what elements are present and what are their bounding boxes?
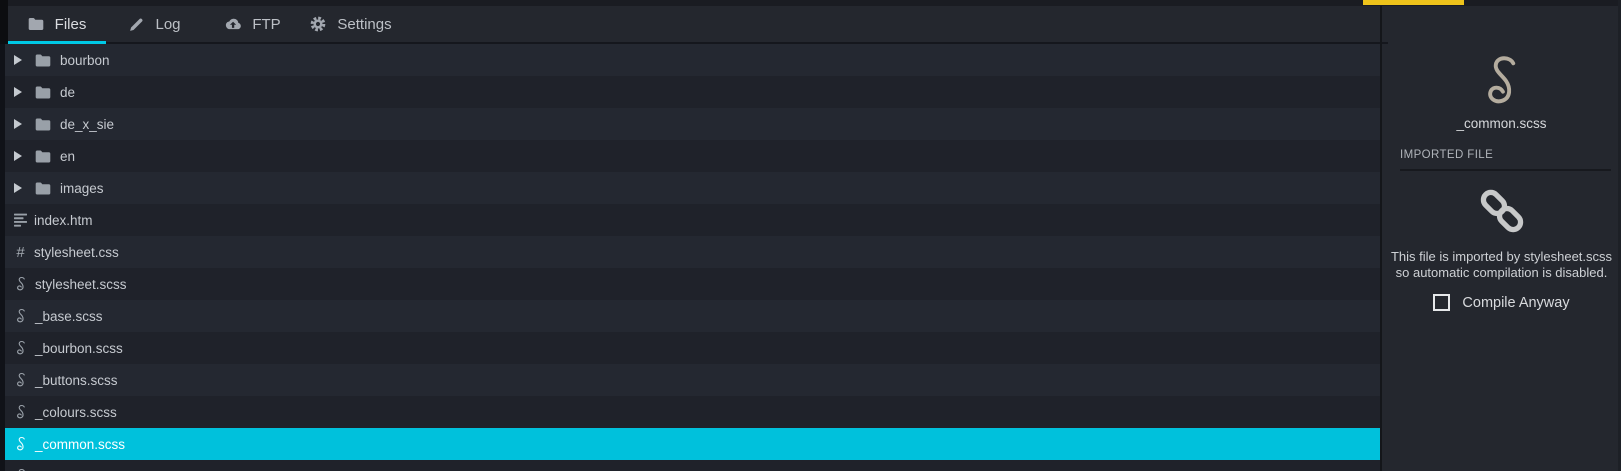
window-top-strip [0,0,1621,6]
file-row-en[interactable]: en [0,140,1380,172]
progress-bar [1363,0,1464,5]
caret-right-icon[interactable] [14,55,22,65]
file-row[interactable] [0,460,1380,471]
tab-ftp[interactable]: FTP [204,6,302,42]
tab-label: FTP [252,15,281,33]
file-name: stylesheet.scss [35,276,127,292]
folder-icon [35,150,51,163]
file-row-index.htm[interactable]: index.htm [0,204,1380,236]
file-name: _common.scss [35,436,126,452]
tab-label: Log [155,15,181,33]
file-row-bourbon[interactable]: bourbon [0,44,1380,76]
file-row-stylesheet.css[interactable]: # stylesheet.css [0,236,1380,268]
compile-anyway-checkbox[interactable] [1433,294,1451,311]
folder-icon [35,54,51,67]
file-name: _bourbon.scss [35,340,123,356]
file-name: _buttons.scss [35,372,118,388]
scss-file-icon [15,308,27,324]
tab-bar: Files Log FTP Settings [0,6,1388,44]
scss-file-icon [15,404,27,420]
file-row-images[interactable]: images [0,172,1380,204]
file-row-_common.scss[interactable]: _common.scss [0,428,1380,460]
window-left-edge [0,44,5,471]
file-row-stylesheet.scss[interactable]: stylesheet.scss [0,268,1380,300]
gear-icon [310,16,326,32]
tab-log[interactable]: Log [106,6,204,42]
file-name: _base.scss [35,308,103,324]
imported-message-line1: This file is imported by stylesheet.scss [1390,249,1613,264]
scss-file-icon [15,340,27,356]
scss-file-icon [15,372,27,388]
panel-divider [1380,6,1382,471]
html-file-icon [14,213,27,227]
file-row-de_x_sie[interactable]: de_x_sie [0,108,1380,140]
imported-message: This file is imported by stylesheet.scss… [1382,249,1621,281]
file-name: en [60,148,76,164]
folder-icon [35,182,51,195]
pencil-icon [129,17,144,32]
file-row-_colours.scss[interactable]: _colours.scss [0,396,1380,428]
file-name: stylesheet.css [34,244,119,260]
window-right-edge [1618,0,1621,471]
section-divider [1400,169,1611,171]
folder-icon [35,118,51,131]
cloud-upload-icon [225,17,241,31]
file-name: index.htm [34,212,93,228]
tab-label: Settings [337,15,392,33]
file-name: de_x_sie [60,116,115,132]
imported-file-label: IMPORTED FILE [1400,149,1494,161]
caret-right-icon[interactable] [14,87,22,97]
caret-right-icon[interactable] [14,183,22,193]
file-row-_buttons.scss[interactable]: _buttons.scss [0,364,1380,396]
file-row-_bourbon.scss[interactable]: _bourbon.scss [0,332,1380,364]
file-row-de[interactable]: de [0,76,1380,108]
file-name: bourbon [60,52,110,68]
detail-file-title: _common.scss [1456,116,1547,131]
css-hash-icon: # [16,243,25,261]
folder-icon [35,86,51,99]
chain-link-icon [1474,183,1530,239]
file-row-_base.scss[interactable]: _base.scss [0,300,1380,332]
imported-message-line2: so automatic compilation is disabled. [1395,265,1608,280]
file-name: images [60,180,104,196]
tab-files[interactable]: Files [8,6,106,44]
tab-label: Files [54,15,87,33]
compile-anyway-label[interactable]: Compile Anyway [1462,294,1570,311]
tab-settings[interactable]: Settings [302,6,400,42]
file-name: _colours.scss [35,404,117,420]
file-name: de [60,84,76,100]
scss-file-icon [15,436,27,452]
caret-right-icon[interactable] [14,119,22,129]
folder-icon [28,17,44,31]
tabbar-left-edge [0,0,8,44]
scss-file-icon [1481,54,1523,108]
detail-panel: _common.scss IMPORTED FILE This file is … [1382,6,1621,471]
compile-anyway-row: Compile Anyway [1382,294,1621,311]
scss-file-icon [15,276,27,292]
caret-right-icon[interactable] [14,151,22,161]
